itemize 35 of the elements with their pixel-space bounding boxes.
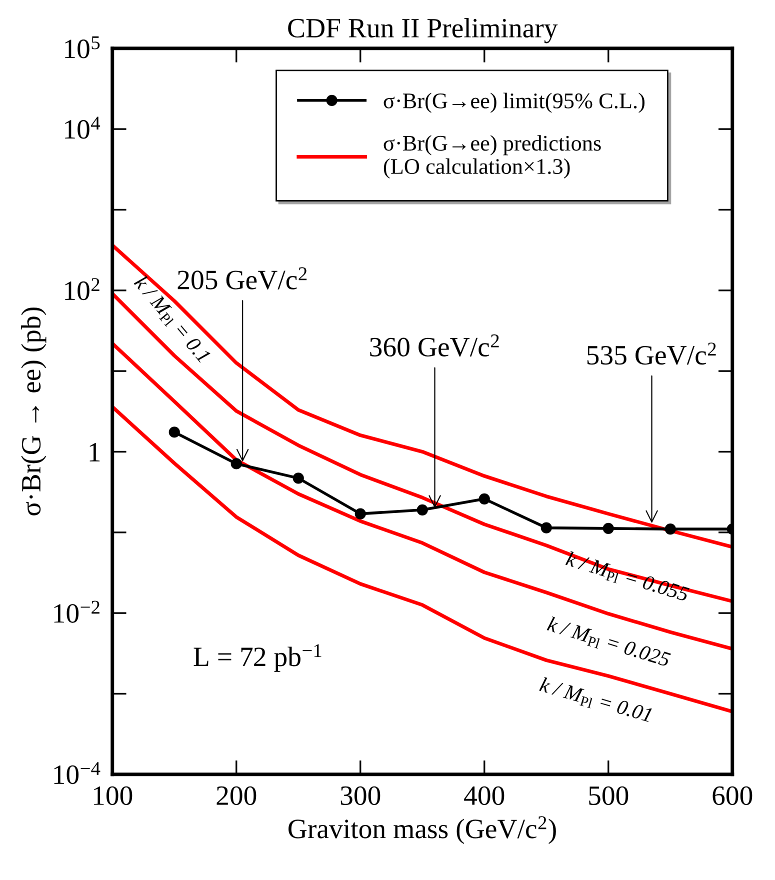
x-tick-label: 500 [589,786,628,806]
y-axis-title: σ·Br(G → ee) (pb) [21,308,46,516]
point [354,508,366,520]
x-axis-title: Graviton mass (GeV/c$^{2}$) [288,816,556,844]
x-tick-label: 300 [340,786,380,806]
legend-label: σ·Br(G→ee) limit(95% C.L.) [384,92,644,113]
line-series [112,292,732,604]
point [416,504,428,516]
y-tick-label: 10$^{5}$ [65,36,100,58]
chart-title: CDF Run II Preliminary [288,18,558,44]
annotation: k / M$_{Pl}$ = 0.025 [546,616,672,670]
point [230,458,242,470]
annotation: k / M$_{Pl}$ = 0.055 [564,550,690,604]
x-tick-label: 400 [464,786,504,806]
point [292,472,304,484]
y-tick-label: 10$^{4}$ [65,116,100,139]
y-tick-label: 10$^{2}$ [65,278,100,300]
point [478,493,490,504]
point [602,522,614,534]
annotation: 535 GeV/c$^{2}$ [587,342,716,365]
annotation: 360 GeV/c$^{2}$ [370,334,499,357]
y-tick-label: 10$^{−2}$ [54,600,100,623]
point [168,426,180,438]
line-series [112,243,732,549]
annotation: L = 72 pb$^{−1}$ [194,644,322,672]
point [664,524,676,535]
x-tick-label: 100 [94,786,132,806]
point [540,522,552,534]
x-tick-label: 600 [712,786,752,806]
y-tick-label: 1 [90,443,100,462]
x-tick-label: 200 [216,786,256,806]
annotation: k / M$_{Pl}$ = 0.01 [538,676,652,725]
y-tick-label: 10$^{−4}$ [54,762,100,784]
legend-label: σ·Br(G→ee) predictions (LO calculation×1.3) [384,135,601,179]
annotation: 205 GeV/c$^{2}$ [178,267,307,290]
